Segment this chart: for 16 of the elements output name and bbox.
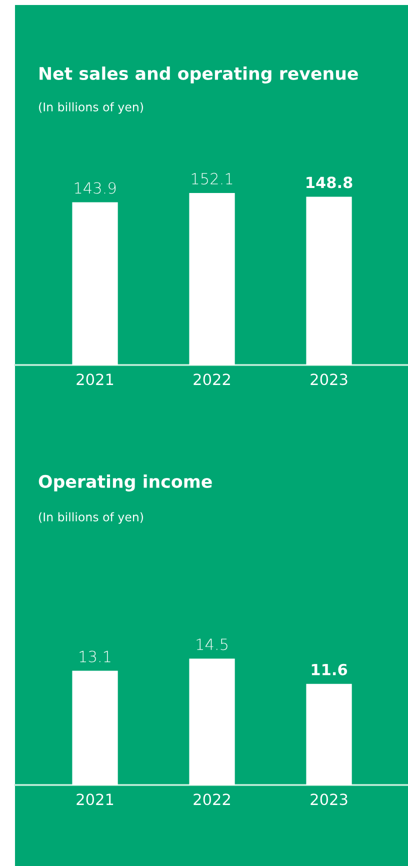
chart-subtitle: (In billions of yen) — [39, 102, 143, 114]
data-label: 148.8 — [306, 176, 352, 188]
data-label: 13.1 — [80, 650, 110, 662]
data-label: 14.5 — [196, 638, 228, 650]
x-tick-label: 2021 — [76, 794, 114, 806]
x-tick-label: 2022 — [194, 374, 230, 386]
chart-subtitle: (In billions of yen) — [39, 512, 143, 524]
x-tick-label: 2023 — [310, 794, 348, 806]
x-tick-label: 2022 — [194, 794, 230, 806]
x-tick-label: 2021 — [76, 374, 114, 386]
chart-title: Net sales and operating revenue — [40, 66, 358, 84]
x-tick-label: 2023 — [310, 374, 348, 386]
data-label: 143.9 — [74, 182, 116, 194]
data-label: 11.6 — [312, 664, 348, 676]
data-label: 152.1 — [192, 172, 232, 184]
chart-title: Operating income — [38, 474, 212, 492]
